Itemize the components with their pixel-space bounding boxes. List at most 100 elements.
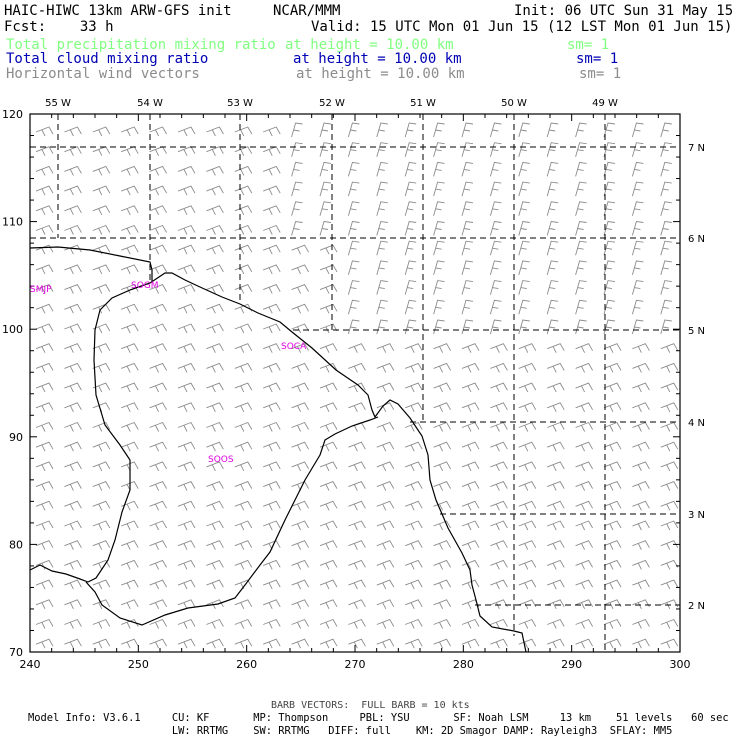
wind-barb xyxy=(518,122,530,138)
wind-barb xyxy=(319,638,338,649)
wind-barb xyxy=(319,402,338,413)
wind-barb xyxy=(263,185,281,196)
wind-barb xyxy=(291,540,309,550)
wind-barb xyxy=(489,181,502,197)
lat-label: 2 N xyxy=(688,601,705,612)
wind-barb xyxy=(319,343,338,353)
wind-barb xyxy=(348,481,366,491)
wind-barb xyxy=(632,520,650,531)
wind-barb xyxy=(603,201,616,216)
wind-barb xyxy=(405,638,423,649)
wind-barb xyxy=(149,303,167,314)
wind-barbs xyxy=(35,122,679,649)
wind-barb xyxy=(234,599,253,610)
wind-barb xyxy=(206,540,224,550)
wind-barb xyxy=(92,146,111,156)
wind-barb xyxy=(92,126,111,137)
wind-barb xyxy=(149,284,167,294)
wind-barb xyxy=(433,520,451,531)
wind-barb xyxy=(291,618,309,629)
wind-barb xyxy=(121,362,139,373)
wind-barb xyxy=(234,205,253,216)
wind-barb xyxy=(404,280,417,295)
wind-barb xyxy=(547,520,565,531)
wind-barb xyxy=(64,323,82,334)
wind-barb xyxy=(64,165,82,176)
wind-barb xyxy=(404,319,417,335)
wind-barb xyxy=(263,441,281,452)
wind-barb xyxy=(603,421,622,432)
wind-barb xyxy=(92,540,111,550)
wind-barb xyxy=(206,461,224,472)
wind-barb xyxy=(405,599,423,610)
wind-barb xyxy=(603,461,622,472)
wind-barb xyxy=(461,618,480,629)
wind-barb xyxy=(575,618,593,629)
wind-barb xyxy=(376,481,395,491)
wind-barb xyxy=(376,319,388,335)
wind-barb xyxy=(575,520,593,531)
lon-label: 51 W xyxy=(410,98,436,109)
wind-barb xyxy=(660,421,679,432)
wind-barb xyxy=(405,579,423,590)
station-label: SOCA xyxy=(281,342,307,352)
wind-barb xyxy=(92,284,111,294)
wind-barb xyxy=(35,500,54,511)
wind-barb xyxy=(405,461,423,472)
wind-barb xyxy=(631,181,644,197)
wind-barb xyxy=(206,343,224,353)
wind-barb xyxy=(575,421,593,432)
wind-barb xyxy=(490,559,508,570)
wind-barb xyxy=(35,579,54,590)
wind-barb xyxy=(149,362,167,373)
wind-barb xyxy=(603,299,616,315)
wind-barb xyxy=(660,220,672,236)
wind-barb xyxy=(291,303,309,314)
wind-barb xyxy=(291,461,309,472)
wind-barb xyxy=(206,618,224,629)
wind-barb xyxy=(35,244,54,255)
wind-barb xyxy=(376,201,388,216)
wind-barb xyxy=(64,343,82,353)
wind-barb xyxy=(546,161,559,177)
wind-barb xyxy=(518,181,530,197)
wind-barb xyxy=(632,500,650,511)
wind-barb xyxy=(660,240,672,256)
wind-barb xyxy=(405,362,423,373)
wind-barb xyxy=(518,599,537,610)
wind-barb xyxy=(348,402,366,413)
wind-barb xyxy=(660,441,679,452)
wind-barb xyxy=(149,244,167,255)
wind-barb xyxy=(121,618,139,629)
wind-barb xyxy=(263,323,281,334)
wind-barb xyxy=(64,421,82,432)
wind-barb xyxy=(263,461,281,472)
wind-barb xyxy=(547,559,565,570)
field2-name: Total cloud mixing ratio xyxy=(6,51,209,67)
wind-barb xyxy=(518,481,537,491)
wind-barb xyxy=(121,224,139,235)
wind-barb xyxy=(632,579,650,590)
wind-barb xyxy=(35,382,54,393)
wind-barb xyxy=(291,181,303,197)
wind-barb xyxy=(433,122,445,138)
wind-barb xyxy=(660,559,679,570)
wind-barb xyxy=(149,461,167,472)
wind-barb xyxy=(405,559,423,570)
wind-barb xyxy=(433,319,445,335)
wind-barb xyxy=(376,362,395,373)
wind-barb xyxy=(92,500,111,511)
wind-barb xyxy=(461,343,480,353)
wind-barb xyxy=(234,284,253,294)
wind-barb xyxy=(461,161,474,177)
wind-barb xyxy=(92,165,111,176)
wind-barb xyxy=(263,559,281,570)
wind-barb xyxy=(64,382,82,393)
wind-barb xyxy=(376,161,388,177)
station-label: SOOS xyxy=(208,455,234,465)
wind-barb xyxy=(291,579,309,590)
wind-barb xyxy=(291,362,309,373)
wind-barb xyxy=(546,319,559,335)
wind-barb xyxy=(603,540,622,550)
wind-barb xyxy=(433,559,451,570)
